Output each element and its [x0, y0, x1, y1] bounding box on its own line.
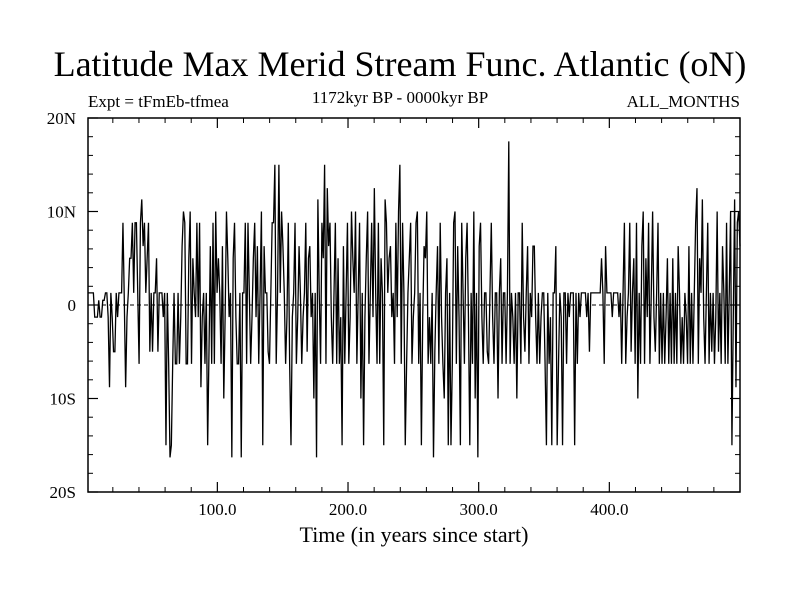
y-tick-label: 20S	[50, 483, 76, 502]
y-tick-label: 0	[68, 296, 77, 315]
months-label: ALL_MONTHS	[626, 92, 740, 111]
x-axis-label: Time (in years since start)	[299, 522, 529, 547]
y-tick-label: 10S	[50, 390, 76, 409]
x-tick-label: 200.0	[329, 500, 367, 519]
series-line	[88, 141, 741, 458]
time-period-label: 1172kyr BP - 0000kyr BP	[311, 88, 489, 107]
y-tick-label: 10N	[47, 203, 76, 222]
x-tick-label: 300.0	[460, 500, 498, 519]
experiment-label: Expt = tFmEb-tfmea	[88, 92, 229, 111]
x-tick-label: 100.0	[198, 500, 236, 519]
y-tick-label: 20N	[47, 109, 76, 128]
x-tick-label: 400.0	[590, 500, 628, 519]
chart-title: Latitude Max Merid Stream Func. Atlantic…	[53, 44, 747, 84]
